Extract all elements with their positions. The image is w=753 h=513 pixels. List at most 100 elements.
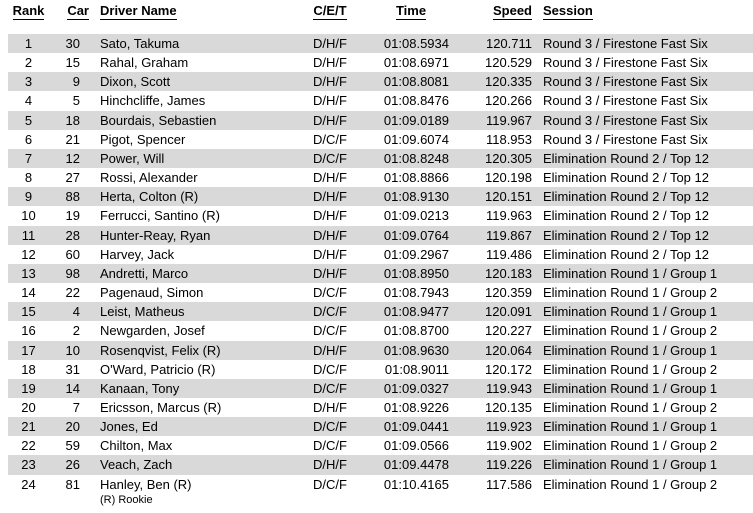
cell-rank: 13 <box>8 263 49 284</box>
cell-time: 01:08.9011 <box>384 361 449 377</box>
cell-car: 18 <box>49 110 89 130</box>
cell-session: Round 3 / Firestone Fast Six <box>536 34 753 54</box>
cell-time: 01:08.8866 <box>383 170 449 186</box>
cell-session: Elimination Round 2 / Top 12 <box>536 187 753 207</box>
cell-time: 01:09.0213 <box>383 208 449 224</box>
cell-rank: 1 <box>8 34 49 54</box>
table-row: 9 88 Herta, Colton (R) D/H/F 01:08.9130 120.1… <box>8 187 753 207</box>
table-row: 22 59 Chilton, Max D/C/F 01:09.0566 119.902 El… <box>8 436 753 455</box>
cell-driver-name: Herta, Colton (R) <box>89 187 295 207</box>
cell-time: 01:09.0441 <box>365 417 457 437</box>
cell-rank: 19 <box>8 378 49 398</box>
cell-driver-name: Power, Will <box>89 148 295 169</box>
cell-rank: 8 <box>24 170 33 186</box>
cell-cet: D/C/F <box>295 148 365 169</box>
table-row: 4 5 Hinchcliffe, James D/H/F 01:08.8476 120.2… <box>8 91 753 110</box>
cell-cet: D/H/F <box>295 455 365 475</box>
time-header-label: Time <box>395 3 427 20</box>
cell-time: 01:08.9630 <box>365 340 457 360</box>
cell-car: 98 <box>49 263 89 284</box>
cell-time: 01:09.0327 <box>365 378 457 398</box>
cell-car: 31 <box>65 361 80 377</box>
cell-car: 19 <box>65 208 80 224</box>
cell-driver-name: Kanaan, Tony <box>89 378 295 398</box>
cell-session: Elimination Round 1 / Group 2 <box>543 361 718 377</box>
cell-speed: 120.227 <box>485 323 532 339</box>
table-row: 21 20 Jones, Ed D/C/F 01:09.0441 119.923 Elimi… <box>8 417 753 437</box>
cell-rank: 10 <box>21 208 36 224</box>
cell-car: 2 <box>72 323 80 339</box>
column-header-cet: C/E/T <box>295 0 365 34</box>
cet-header-label: C/E/T <box>313 3 347 20</box>
cell-speed: 120.183 <box>457 263 536 284</box>
cell-time: 01:09.6074 <box>383 131 449 147</box>
cell-car: 28 <box>49 225 89 245</box>
cell-time: 01:08.8081 <box>365 72 457 92</box>
cell-car: 27 <box>65 170 80 186</box>
cell-cet: D/C/F <box>313 438 347 454</box>
cell-session: Elimination Round 2 / Top 12 <box>543 246 709 262</box>
cell-rank: 6 <box>24 131 33 147</box>
cell-time: 01:08.9130 <box>365 187 457 207</box>
cell-speed: 120.335 <box>457 72 536 92</box>
table-row: 16 2 Newgarden, Josef D/C/F 01:08.8700 120.22… <box>8 321 753 340</box>
cell-cet: D/C/F <box>295 378 365 398</box>
cell-speed: 120.151 <box>457 187 536 207</box>
cell-session: Elimination Round 1 / Group 1 <box>536 455 753 475</box>
cell-cet: D/H/F <box>313 246 347 262</box>
cell-cet: D/C/F <box>313 476 347 492</box>
cell-session: Round 3 / Firestone Fast Six <box>543 131 708 147</box>
cell-rank: 18 <box>21 361 36 377</box>
cell-car: 22 <box>65 285 80 301</box>
cell-session: Elimination Round 2 / Top 12 <box>536 148 753 169</box>
cell-driver-name: Andretti, Marco <box>89 263 295 284</box>
cell-speed: 117.586 <box>485 476 532 492</box>
cell-cet: D/H/F <box>295 72 365 92</box>
cell-cet: D/H/F <box>295 110 365 130</box>
cell-driver-name: Jones, Ed <box>89 417 295 437</box>
header-row: Rank Car Driver Name C/E/T Time Speed Se… <box>8 0 753 34</box>
cell-car: 26 <box>49 455 89 475</box>
cell-cet: D/H/F <box>313 93 347 109</box>
table-row: 5 18 Bourdais, Sebastien D/H/F 01:09.0189 119… <box>8 110 753 130</box>
cell-session: Elimination Round 1 / Group 1 <box>536 263 753 284</box>
table-row: 12 60 Harvey, Jack D/H/F 01:09.2967 119.486 El… <box>8 245 753 264</box>
cell-rank: 22 <box>21 438 36 454</box>
cell-speed: 120.198 <box>485 170 532 186</box>
cell-rank: 2 <box>24 55 33 71</box>
table-row: 2 15 Rahal, Graham D/H/F 01:08.6971 120.529 Ro… <box>8 53 753 72</box>
cell-driver-name: Hanley, Ben (R) <box>100 476 192 492</box>
cell-session: Elimination Round 2 / Top 12 <box>543 208 709 224</box>
cell-car: 60 <box>65 246 80 262</box>
cell-rank: 20 <box>21 399 36 415</box>
table-row: 7 12 Power, Will D/C/F 01:08.8248 120.305 Elim… <box>8 148 753 169</box>
cell-cet: D/C/F <box>313 285 347 301</box>
cell-driver-name: O'Ward, Patricio (R) <box>100 361 216 377</box>
cell-car: 12 <box>49 148 89 169</box>
cell-driver-name: Veach, Zach <box>89 455 295 475</box>
table-row: 6 21 Pigot, Spencer D/C/F 01:09.6074 118.953 R… <box>8 130 753 149</box>
cell-time: 01:10.4165 <box>383 476 449 492</box>
cell-car: 81 <box>65 476 80 492</box>
cell-speed: 120.359 <box>485 285 532 301</box>
cell-rank: 24 <box>21 476 36 492</box>
cell-cet: D/H/F <box>313 208 347 224</box>
cell-speed: 119.867 <box>457 225 536 245</box>
cell-driver-name: Chilton, Max <box>100 438 173 454</box>
column-header-car: Car <box>49 0 89 34</box>
cell-speed: 120.305 <box>457 148 536 169</box>
cell-speed: 119.963 <box>485 208 532 224</box>
cell-rank: 12 <box>21 246 36 262</box>
cell-cet: D/C/F <box>313 131 347 147</box>
cell-time: 01:09.0764 <box>365 225 457 245</box>
cell-cet: D/C/F <box>313 361 347 377</box>
cell-session: Round 3 / Firestone Fast Six <box>543 55 708 71</box>
cell-time: 01:08.6971 <box>383 55 449 71</box>
cell-speed: 120.172 <box>485 361 532 377</box>
table-row: 3 9 Dixon, Scott D/H/F 01:08.8081 120.335 Roun… <box>8 72 753 92</box>
cell-session: Elimination Round 1 / Group 2 <box>543 438 718 454</box>
cell-car: 7 <box>72 399 80 415</box>
cell-cet: D/H/F <box>295 34 365 54</box>
driver-name-header-label: Driver Name <box>100 3 177 20</box>
table-row: 14 22 Pagenaud, Simon D/C/F 01:08.7943 120.35… <box>8 283 753 302</box>
